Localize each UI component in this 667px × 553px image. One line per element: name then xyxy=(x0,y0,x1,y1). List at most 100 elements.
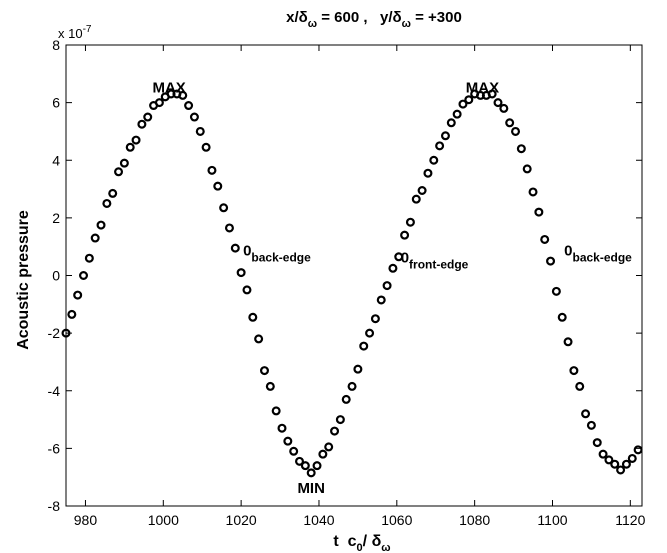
annotation-label: MAX xyxy=(466,80,499,97)
data-point xyxy=(184,101,194,111)
data-point xyxy=(633,445,643,455)
data-point xyxy=(341,394,351,404)
data-point xyxy=(400,230,410,240)
data-point xyxy=(224,223,234,233)
data-point xyxy=(73,290,83,300)
x-tick-label: 980 xyxy=(74,512,98,528)
data-point xyxy=(96,220,106,230)
data-point xyxy=(347,381,357,391)
data-point xyxy=(435,141,445,151)
data-point xyxy=(265,381,275,391)
axis-ticks: 980 1000 1020 1040 1060 1080 1100 1120 -8 -6 -4 -2 0… xyxy=(48,37,646,528)
data-point xyxy=(616,465,626,475)
data-point xyxy=(330,426,340,436)
annotation-main: MAX xyxy=(466,80,499,97)
data-point xyxy=(90,233,100,243)
y-tick-label: -8 xyxy=(48,498,61,514)
title-part2-rest: = +300 xyxy=(411,9,462,26)
data-point xyxy=(277,423,287,433)
title-part1-sub: ω xyxy=(308,18,317,30)
x-tick-label: 1100 xyxy=(537,512,567,528)
data-point xyxy=(295,456,305,466)
data-point xyxy=(464,95,474,105)
y-tick-label: 0 xyxy=(52,268,60,284)
data-point xyxy=(388,263,398,273)
data-point xyxy=(505,118,515,128)
data-point xyxy=(376,295,386,305)
data-point xyxy=(254,334,264,344)
plot-area xyxy=(65,44,643,507)
y-exponent-power: -7 xyxy=(83,24,92,35)
data-point xyxy=(114,167,124,177)
data-point xyxy=(108,188,118,198)
data-point xyxy=(411,194,421,204)
data-point xyxy=(394,252,404,262)
data-point xyxy=(131,135,141,145)
annotation-label: 0front-edge xyxy=(401,250,469,272)
data-point xyxy=(119,158,129,168)
data-point xyxy=(534,207,544,217)
data-points xyxy=(61,89,643,478)
annotation-label: MIN xyxy=(297,480,325,497)
data-point xyxy=(189,112,199,122)
data-point xyxy=(259,366,269,376)
data-point xyxy=(324,442,334,452)
data-point xyxy=(621,459,631,469)
data-point xyxy=(417,186,427,196)
annotation-sub: front-edge xyxy=(409,258,469,272)
data-point xyxy=(84,253,94,263)
y-tick-label: -6 xyxy=(48,440,61,456)
data-point xyxy=(446,118,456,128)
data-point xyxy=(271,406,281,416)
data-point xyxy=(201,142,211,152)
annotation-label: MAX xyxy=(152,80,185,97)
data-point xyxy=(586,420,596,430)
x-tick-label: 1080 xyxy=(459,512,490,528)
annotation-label: 0back-edge xyxy=(564,242,632,264)
data-point xyxy=(493,98,503,108)
y-tick-label: -2 xyxy=(48,325,61,341)
data-point xyxy=(102,198,112,208)
data-point xyxy=(370,314,380,324)
data-point xyxy=(592,438,602,448)
data-point xyxy=(551,286,561,296)
data-point xyxy=(604,455,614,465)
data-point xyxy=(248,312,258,322)
data-point xyxy=(563,337,573,347)
data-point xyxy=(154,98,164,108)
data-point xyxy=(143,112,153,122)
data-point xyxy=(125,142,135,152)
x-tick-label: 1120 xyxy=(615,512,645,528)
data-point xyxy=(569,366,579,376)
data-point xyxy=(335,415,345,425)
data-point xyxy=(67,309,77,319)
data-point xyxy=(219,203,229,213)
title-part2-sub: ω xyxy=(402,18,411,30)
data-point xyxy=(499,103,509,113)
annotation-main: MAX xyxy=(152,80,185,97)
data-point xyxy=(230,243,240,253)
data-point xyxy=(365,328,375,338)
y-tick-label: 6 xyxy=(52,95,60,111)
x-tick-label: 1000 xyxy=(148,512,179,528)
data-point xyxy=(207,165,217,175)
data-point xyxy=(213,181,223,191)
x-tick-label: 1040 xyxy=(303,512,334,528)
data-point xyxy=(359,341,369,351)
data-point xyxy=(557,312,567,322)
data-point xyxy=(581,409,591,419)
data-point xyxy=(137,119,147,129)
data-point xyxy=(312,461,322,471)
data-point xyxy=(61,328,71,338)
title-part2-main: y/δ xyxy=(380,9,402,26)
data-point xyxy=(528,187,538,197)
x-axis-title-sub1: 0 xyxy=(357,542,363,553)
x-tick-label: 1020 xyxy=(226,512,257,528)
annotation-sub: back-edge xyxy=(251,250,311,264)
annotation-main: 0 xyxy=(401,250,409,267)
y-tick-label: 8 xyxy=(52,37,60,53)
data-point xyxy=(242,285,252,295)
data-point xyxy=(598,449,608,459)
annotation-main: MIN xyxy=(297,480,325,497)
